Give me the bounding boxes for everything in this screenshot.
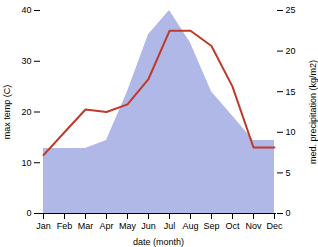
svg-text:20: 20 xyxy=(286,46,296,56)
svg-text:15: 15 xyxy=(286,87,296,97)
svg-text:10: 10 xyxy=(21,158,31,168)
svg-text:May: May xyxy=(119,221,137,231)
svg-text:0: 0 xyxy=(286,208,291,218)
svg-text:Aug: Aug xyxy=(182,221,198,231)
svg-text:30: 30 xyxy=(21,56,31,66)
svg-text:Jun: Jun xyxy=(141,221,156,231)
svg-text:40: 40 xyxy=(21,5,31,15)
svg-text:date (month): date (month) xyxy=(133,237,184,247)
svg-text:20: 20 xyxy=(21,107,31,117)
svg-text:Dec: Dec xyxy=(266,221,283,231)
svg-text:Jul: Jul xyxy=(164,221,176,231)
svg-text:max temp (C): max temp (C) xyxy=(2,85,12,140)
svg-text:25: 25 xyxy=(286,5,296,15)
svg-text:5: 5 xyxy=(286,168,291,178)
svg-text:Jan: Jan xyxy=(36,221,51,231)
svg-text:0: 0 xyxy=(26,208,31,218)
svg-text:Nov: Nov xyxy=(245,221,262,231)
svg-text:10: 10 xyxy=(286,127,296,137)
svg-text:Apr: Apr xyxy=(99,221,113,231)
svg-text:Oct: Oct xyxy=(225,221,240,231)
svg-text:Feb: Feb xyxy=(57,221,73,231)
svg-text:Mar: Mar xyxy=(78,221,94,231)
svg-text:Sep: Sep xyxy=(203,221,219,231)
svg-text:med. precipitation (kg/m2): med. precipitation (kg/m2) xyxy=(308,60,318,164)
